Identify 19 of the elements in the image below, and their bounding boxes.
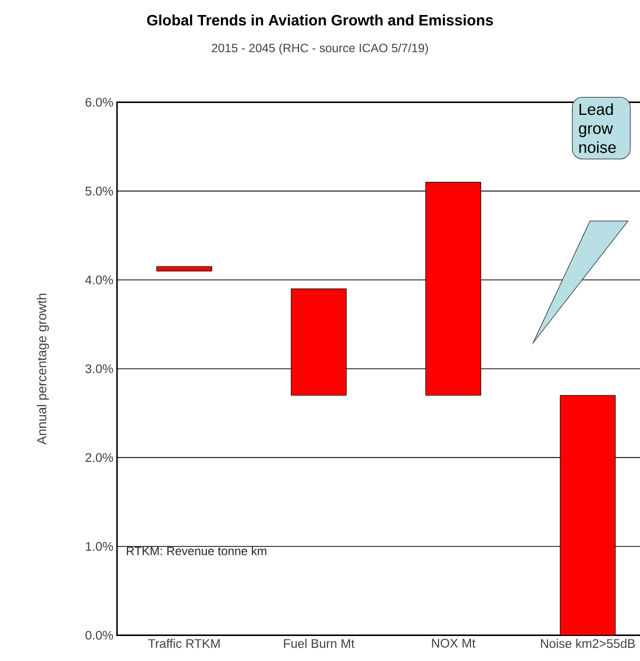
bar — [425, 182, 482, 396]
y-tick-label: 6.0% — [86, 98, 114, 107]
y-tick-label: 1.0% — [86, 542, 114, 551]
y-tick-label: 4.0% — [85, 275, 114, 284]
bar — [290, 288, 347, 396]
x-tick-label: NOX Mt — [432, 638, 476, 648]
x-tick-label: Noise km2>55dB — [541, 638, 635, 648]
y-axis-title: Annual percentage growth — [36, 294, 49, 445]
bar — [156, 266, 212, 272]
x-tick-label: Traffic RTKM — [148, 638, 220, 648]
chart-subtitle: 2015 - 2045 (RHC - source ICAO 5/7/19) — [212, 43, 428, 55]
x-tick-label: Fuel Burn Mt — [284, 638, 354, 648]
annotation: Lead grow noise — [578, 103, 616, 153]
y-tick-label: 5.0% — [85, 186, 114, 196]
annotation: RTKM: Revenue tonne km — [126, 546, 266, 556]
y-tick-label: 2.0% — [86, 453, 114, 462]
chart-title: Global Trends in Aviation Growth and Emissions — [147, 14, 493, 26]
y-tick-label: 0.0% — [85, 630, 114, 640]
y-tick-label: 3.0% — [85, 364, 114, 374]
